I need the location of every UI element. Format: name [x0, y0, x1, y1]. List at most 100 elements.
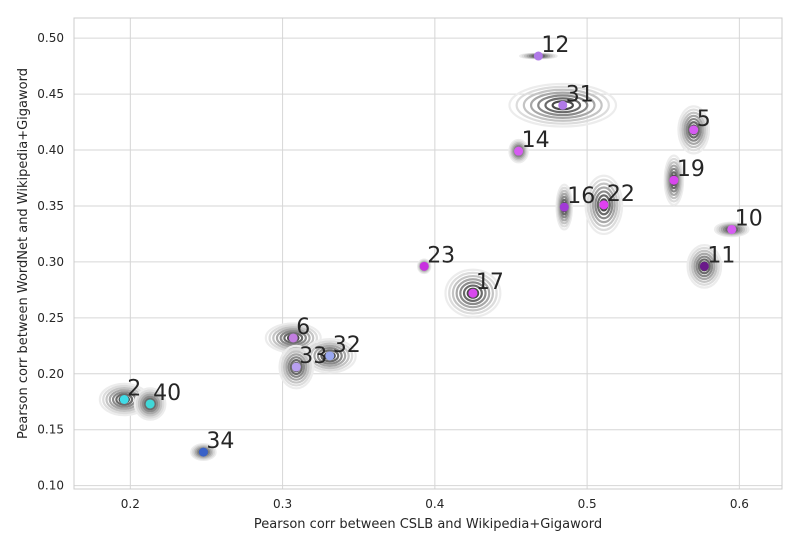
contour-11 — [693, 252, 716, 281]
contour-5 — [679, 108, 708, 152]
contour-5 — [677, 105, 711, 155]
contour-40 — [137, 391, 163, 417]
y-axis-label: Pearson corr between WordNet and Wikiped… — [16, 68, 31, 439]
point-label-19: 19 — [677, 157, 705, 182]
contour-17 — [459, 281, 487, 306]
contour-31 — [515, 85, 610, 125]
x-tick-label: 0.3 — [273, 497, 292, 511]
y-tick-label: 0.20 — [37, 367, 64, 381]
contour-11 — [686, 244, 723, 289]
contour-22 — [594, 190, 614, 220]
contour-2 — [115, 393, 134, 406]
point-label-34: 34 — [206, 429, 234, 454]
density-contours — [98, 52, 750, 462]
contour-40 — [144, 397, 157, 411]
point-6 — [288, 333, 298, 343]
point-label-11: 11 — [707, 243, 735, 268]
point-5 — [689, 125, 699, 135]
contour-17 — [462, 284, 483, 302]
contour-22 — [596, 194, 611, 216]
contour-5 — [687, 121, 700, 139]
point-16 — [559, 202, 569, 212]
contour-40 — [142, 395, 159, 413]
contour-14 — [510, 141, 527, 161]
contour-31 — [537, 94, 589, 117]
data-points — [119, 51, 737, 457]
point-2 — [119, 394, 129, 404]
y-tick-label: 0.35 — [37, 199, 64, 213]
x-tick-label: 0.4 — [425, 497, 444, 511]
plot-frame — [73, 17, 783, 490]
point-label-23: 23 — [427, 243, 455, 268]
contour-6 — [283, 332, 304, 344]
contour-5 — [681, 111, 706, 149]
point-14 — [514, 146, 524, 156]
y-tick-label: 0.50 — [37, 31, 64, 45]
contour-11 — [695, 255, 714, 278]
point-label-22: 22 — [607, 182, 635, 207]
contour-22 — [584, 174, 624, 236]
contour-33 — [287, 356, 306, 378]
point-label-31: 31 — [566, 82, 594, 107]
contour-19 — [666, 161, 682, 200]
point-label-6: 6 — [296, 315, 310, 340]
contour-33 — [278, 344, 315, 390]
x-tick-label: 0.5 — [578, 497, 597, 511]
contour-14 — [509, 140, 528, 162]
contour-14 — [512, 143, 526, 159]
contour-33 — [282, 350, 310, 384]
grid — [74, 18, 782, 489]
contour-31 — [544, 97, 582, 114]
contour-17 — [448, 271, 498, 315]
x-axis-label: Pearson corr between CSLB and Wikipedia+… — [254, 517, 602, 532]
point-label-12: 12 — [541, 33, 569, 58]
contour-32 — [313, 344, 347, 367]
point-label-40: 40 — [153, 381, 181, 406]
point-10 — [727, 224, 737, 234]
point-40 — [145, 399, 155, 409]
point-label-14: 14 — [522, 128, 550, 153]
point-32 — [325, 351, 335, 361]
contour-11 — [697, 258, 711, 275]
contour-6 — [268, 324, 319, 352]
contour-31 — [529, 91, 596, 120]
x-tick-label: 0.2 — [121, 497, 140, 511]
x-tick-label: 0.6 — [730, 497, 749, 511]
contour-32 — [316, 347, 343, 365]
point-label-33: 33 — [299, 344, 327, 369]
y-tick-label: 0.30 — [37, 255, 64, 269]
contour-17 — [451, 274, 495, 312]
contour-22 — [591, 186, 616, 224]
tick-labels: 0.2 0.3 0.4 0.5 0.6 0.10 0.15 0.20 0.25 0.30 0.35 0… — [37, 31, 749, 511]
contour-11 — [688, 246, 720, 286]
point-12 — [533, 51, 543, 61]
point-19 — [669, 175, 679, 185]
contour-31 — [522, 88, 603, 122]
point-label-5: 5 — [697, 107, 711, 132]
point-17 — [468, 288, 478, 298]
contour-33 — [285, 353, 308, 381]
point-11 — [699, 261, 709, 271]
contour-22 — [586, 178, 621, 232]
contour-17 — [444, 268, 502, 318]
contour-5 — [683, 114, 704, 145]
contour-19 — [667, 164, 681, 196]
point-label-32: 32 — [333, 333, 361, 358]
point-label-17: 17 — [476, 270, 504, 295]
contour-33 — [280, 347, 312, 387]
point-22 — [599, 200, 609, 210]
y-tick-label: 0.15 — [37, 423, 64, 437]
contour-32 — [320, 349, 340, 363]
point-23 — [419, 261, 429, 271]
contour-17 — [455, 278, 491, 309]
contour-19 — [663, 154, 685, 206]
contour-14 — [508, 138, 529, 164]
point-label-16: 16 — [567, 184, 595, 209]
y-tick-label: 0.45 — [37, 87, 64, 101]
y-tick-label: 0.40 — [37, 143, 64, 157]
y-tick-label: 0.25 — [37, 311, 64, 325]
contour-40 — [139, 393, 161, 415]
contour-19 — [664, 157, 683, 203]
